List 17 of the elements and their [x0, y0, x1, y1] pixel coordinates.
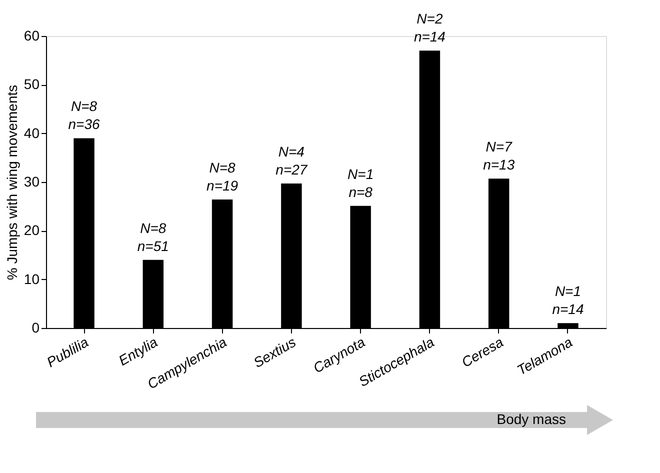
annotation: N=8 n=36 — [68, 98, 100, 132]
y-tick-label: 60 — [24, 28, 40, 44]
y-tick-label: 0 — [32, 320, 40, 336]
annotation: N=1 n=14 — [552, 283, 584, 318]
y-axis-title: % Jumps with wing movements — [4, 84, 20, 280]
text: Body mass — [496, 411, 566, 427]
y-tick-label: 30 — [24, 174, 40, 190]
y-tick-label: 50 — [24, 76, 40, 92]
y-tick-label: 20 — [24, 222, 40, 238]
annotation: N=4 n=27 — [276, 143, 308, 178]
annotation: N=1 n=8 — [348, 166, 374, 200]
annotation: N=7 n=13 — [483, 138, 515, 173]
annotation: N=8 n=19 — [206, 160, 238, 194]
annotation: N=8 n=51 — [137, 220, 169, 254]
annotation: N=2 n=14 — [414, 10, 446, 45]
y-tick-label: 40 — [24, 124, 40, 141]
y-tick-label: 10 — [24, 270, 40, 287]
